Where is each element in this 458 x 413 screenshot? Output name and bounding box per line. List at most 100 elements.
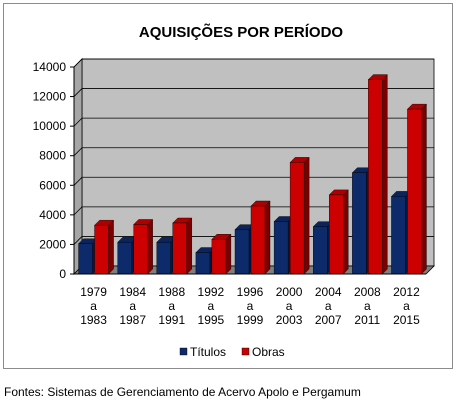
bar-front [234,229,250,275]
bar-front [156,242,171,275]
gridline [73,117,434,127]
x-tick-label-line: a [208,299,215,313]
bar-side [108,219,114,275]
bar-front [352,172,367,275]
x-tick-label: 1979 a 1983 [80,285,107,327]
y-tick-label: 12000 [33,90,67,104]
bar-titulos [234,224,255,275]
legend: Títulos Obras [179,345,285,359]
gridline [73,206,434,216]
x-tick-label-line: 1984 [119,285,146,299]
bar-front [250,205,266,275]
bar-obras [406,103,427,275]
y-tick-label: 0 [59,267,66,281]
bar-front [172,222,187,275]
x-tick-label: 2004 a 2007 [315,285,342,327]
x-tick-label-line: 1992 [198,285,225,299]
y-tick-label: 4000 [39,208,66,222]
x-tick-label: 2000 a 2003 [276,285,303,327]
x-tick-label: 2012 a 2015 [393,285,420,327]
gridline [73,176,434,186]
y-axis: 0 2000 4000 6000 8000 10000 12000 14000 [33,60,75,281]
bar-front [329,194,344,275]
chart: AQUISIÇÕES POR PERÍODO 0 2000 4000 6000 8000… [33,23,435,359]
x-tick-label-line: a [325,299,332,313]
bar-side [147,218,153,275]
y-tick-label: 6000 [39,178,66,192]
bar-front [289,162,305,275]
y-tick-label: 2000 [39,237,66,251]
source-note: Fontes: Sistemas de Gerenciamento de Ace… [4,385,361,399]
legend-label: Títulos [190,345,226,359]
x-tick-label: 2008 a 2011 [354,285,381,327]
gridline [73,88,434,97]
x-tick-label-line: 2007 [315,313,342,327]
bar-obras [172,217,193,275]
x-tick-label-line: 1988 [158,285,185,299]
legend-swatch [179,347,188,356]
chart-title: AQUISIÇÕES POR PERÍODO [139,23,344,41]
chart-frame: AQUISIÇÕES POR PERÍODO 0 2000 4000 6000 8000… [3,3,453,369]
legend-swatch [241,347,250,356]
gridlines [73,58,434,245]
x-tick-label-line: 2011 [354,313,380,327]
bar-side [186,217,192,275]
bar-side [264,200,271,275]
bar-side [343,189,349,275]
x-tick-label-line: 1987 [119,313,146,327]
x-tick-label-line: 2000 [276,285,303,299]
bar-front [313,226,328,275]
y-tick-label: 14000 [33,60,67,74]
bar-obras [211,233,232,275]
bars [78,74,427,275]
bar-front [211,239,227,275]
gridline [73,147,434,156]
bar-obras [250,200,271,275]
x-tick-label-line: 1991 [158,313,185,327]
x-tick-label-line: 1996 [237,285,264,299]
x-tick-label: 1988 a 1991 [158,285,185,327]
x-tick-label-line: 1995 [198,313,225,327]
bar-front [195,252,211,275]
x-tick-label-line: 2003 [276,313,303,327]
bar-front [368,79,383,275]
x-tick-label: 1996 a 1999 [237,285,264,327]
bar-obras [289,156,310,275]
bar-front [117,242,132,275]
bar-obras [94,219,115,275]
x-tick-label: 1984 a 1987 [119,285,146,327]
x-tick-label-line: 1999 [237,313,264,327]
x-tick-label-line: 1979 [80,285,107,299]
x-tick-label-line: a [168,299,175,313]
bar-front [273,221,289,275]
bar-side [225,233,232,275]
bar-side [421,103,427,275]
y-tick-label: 8000 [39,149,66,163]
bar-obras [328,189,349,275]
bar-obras [367,74,388,275]
bar-side [382,74,388,275]
x-tick-label-line: 2004 [315,285,342,299]
x-tick-label-line: 2008 [354,285,381,299]
y-tick-label: 10000 [33,119,67,133]
x-tick-label-line: 1983 [80,313,107,327]
x-tick-label-line: a [403,299,410,313]
x-tick-label-line: a [286,299,293,313]
bar-titulos [273,216,294,275]
x-tick-label-line: a [247,299,254,313]
bar-front [94,225,109,275]
x-tick-label-line: a [364,299,371,313]
bar-front [407,108,422,275]
x-tick-label-line: a [90,299,97,313]
bar-obras [133,218,154,275]
gridline [73,58,434,68]
bar-side [303,156,310,275]
bar-front [78,243,93,275]
x-tick-label-line: 2015 [393,313,420,327]
bar-front [133,224,148,275]
bar-front [391,196,406,275]
x-tick-label: 1992 a 1995 [198,285,225,327]
x-tick-label-line: 2012 [393,285,420,299]
x-tick-label-line: a [129,299,136,313]
